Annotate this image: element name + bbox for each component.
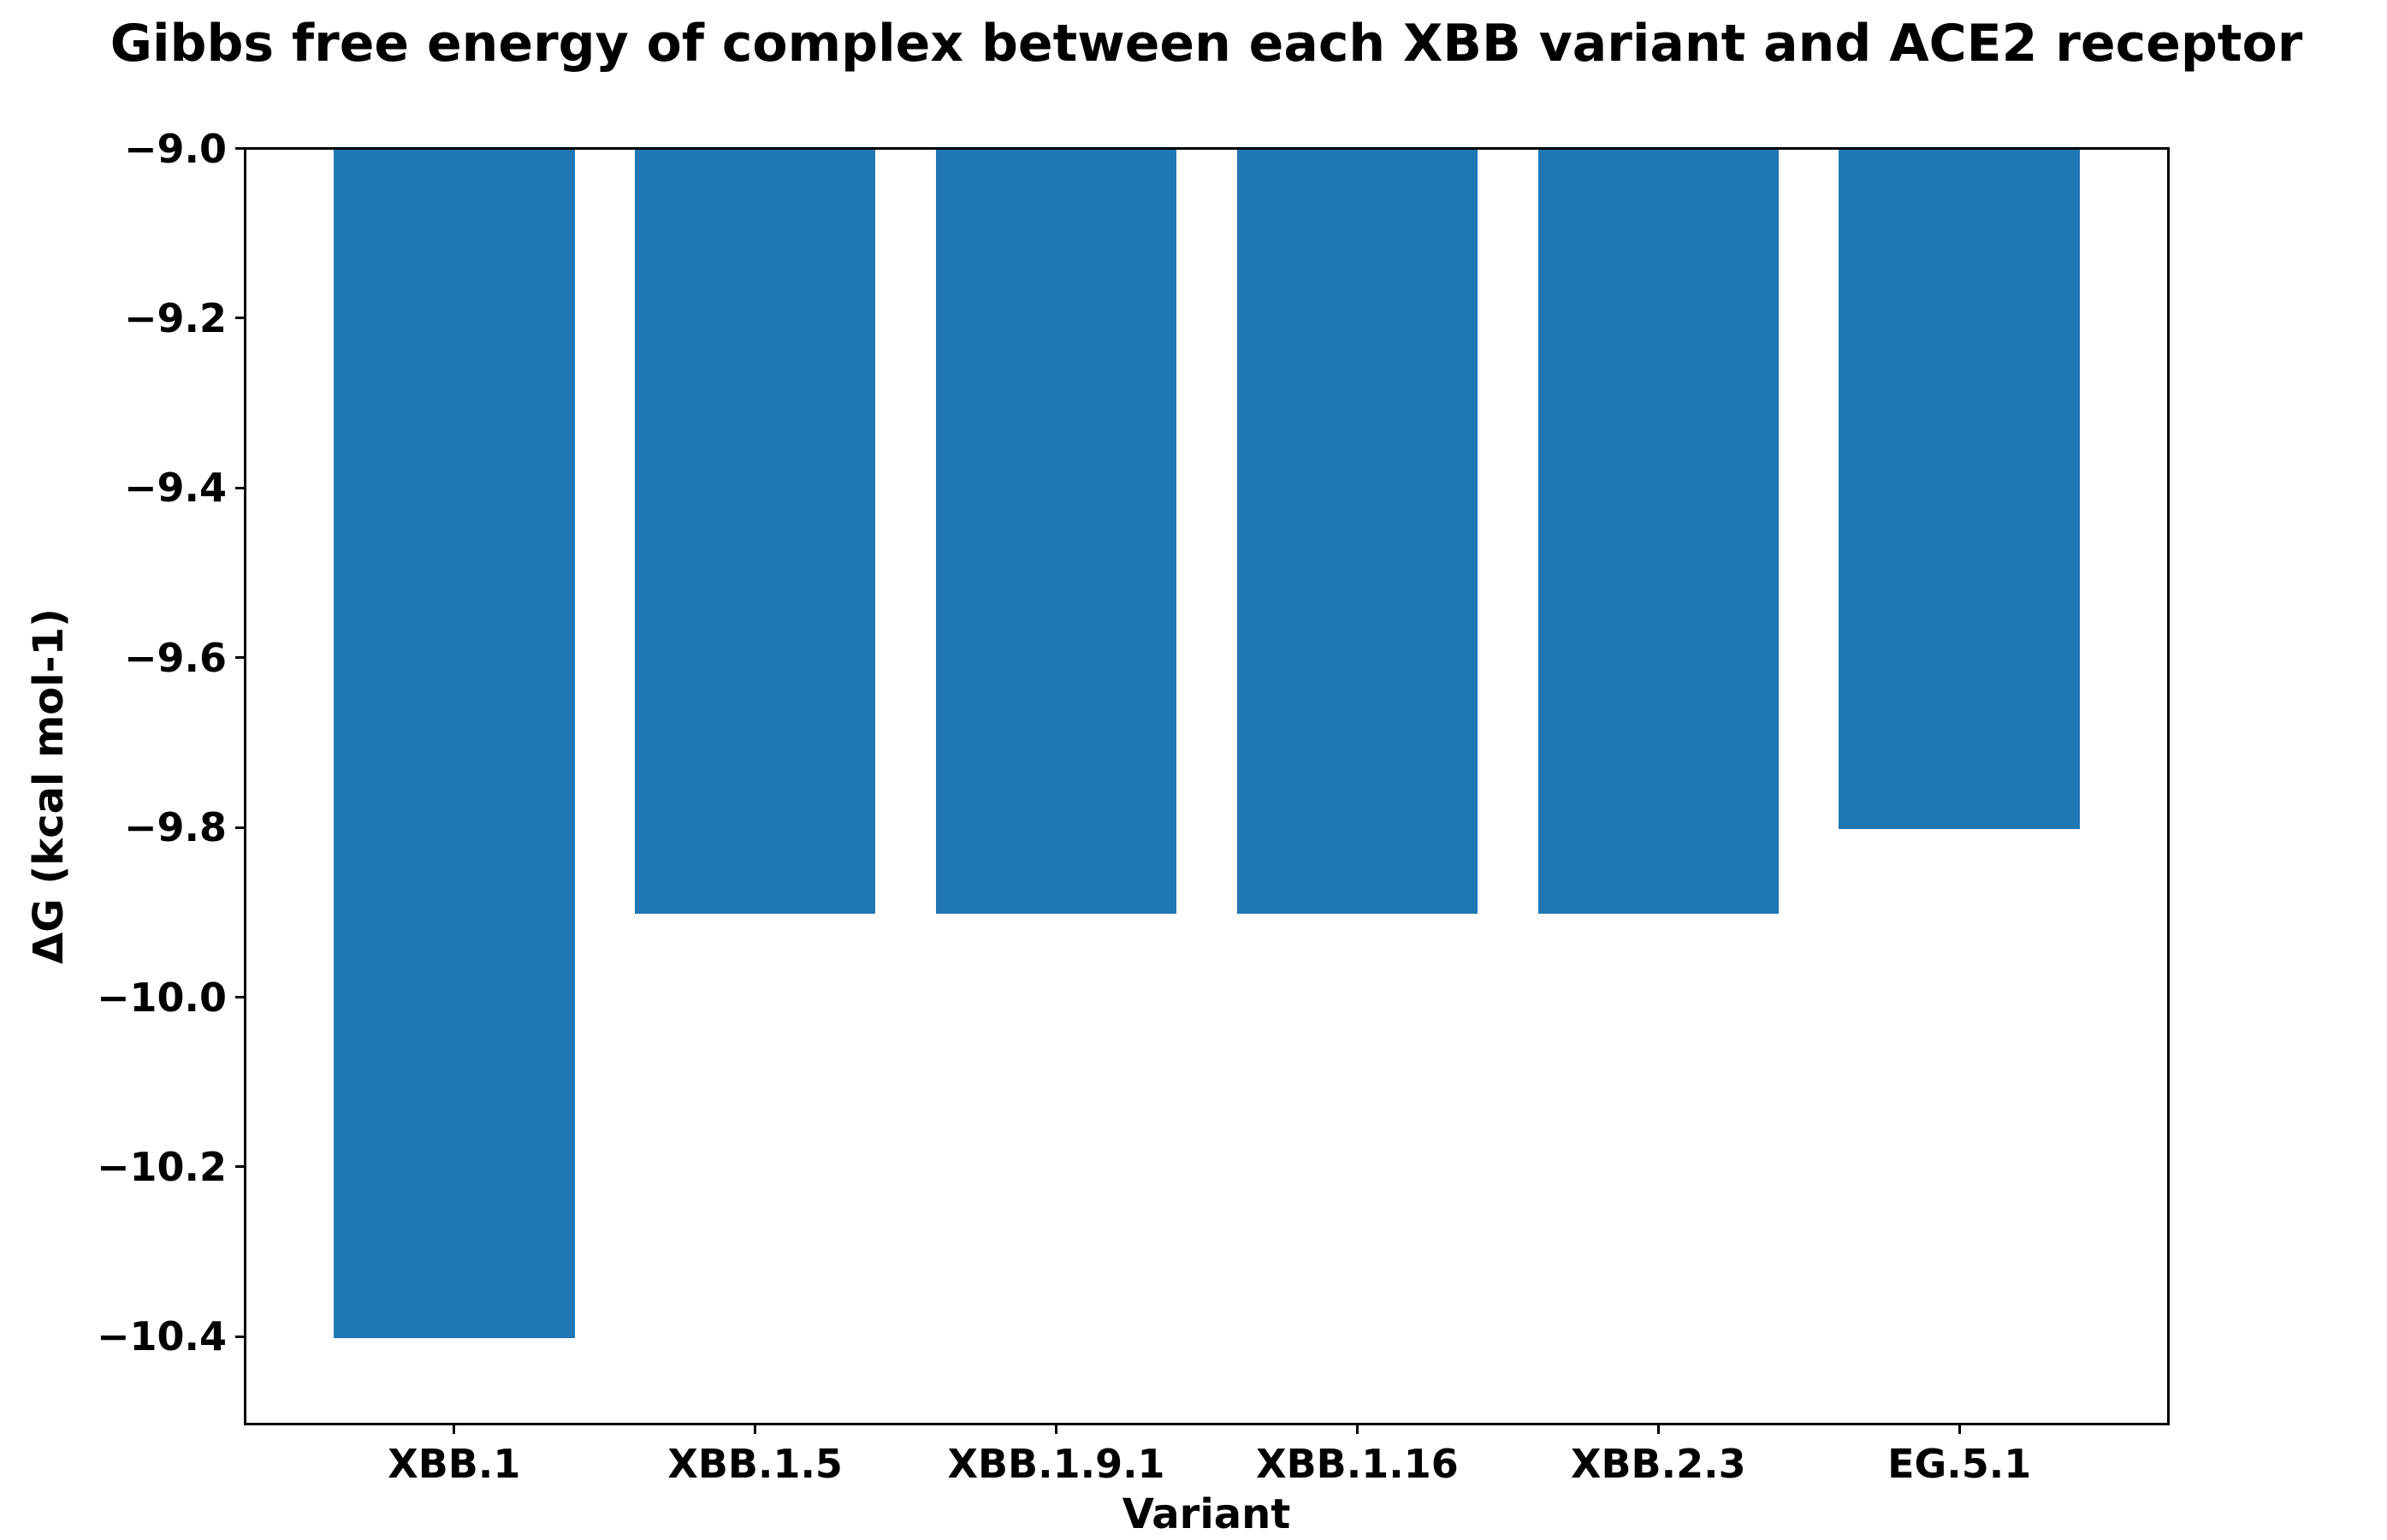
x-tick-mark	[453, 1425, 456, 1434]
bar-EG.5.1	[1839, 150, 2080, 829]
x-tick-mark	[1055, 1425, 1058, 1434]
y-tick-label: −9.2	[123, 294, 227, 341]
y-tick-label: −9.0	[123, 125, 227, 172]
y-tick-label: −10.4	[96, 1313, 227, 1360]
x-axis-label: Variant	[1122, 1490, 1291, 1538]
y-tick-mark	[235, 826, 244, 829]
x-tick-label-XBB.1.16: XBB.1.16	[1256, 1441, 1459, 1487]
y-tick-mark	[235, 1335, 244, 1338]
x-tick-mark	[1355, 1425, 1359, 1434]
x-tick-label-XBB.1.9.1: XBB.1.9.1	[947, 1441, 1165, 1487]
y-tick-mark	[235, 486, 244, 489]
y-tick-mark	[235, 656, 244, 660]
y-tick-label: −9.6	[123, 634, 227, 681]
bar-XBB.1.16	[1236, 150, 1478, 914]
y-tick-mark	[235, 147, 244, 150]
x-tick-label-XBB.2.3: XBB.2.3	[1571, 1441, 1746, 1487]
y-tick-mark	[235, 996, 244, 998]
bar-XBB.2.3	[1537, 150, 1780, 914]
y-tick-label: −9.8	[123, 804, 227, 851]
y-tick-mark	[235, 1165, 244, 1169]
y-tick-label: −10.2	[96, 1143, 227, 1190]
bar-XBB.1.9.1	[935, 150, 1177, 914]
plot-area	[244, 147, 2170, 1425]
y-tick-label: −9.4	[123, 465, 227, 512]
y-axis-label: ΔG (kcal mol-1)	[25, 608, 73, 964]
x-tick-mark	[754, 1425, 757, 1434]
chart-title: Gibbs free energy of complex between eac…	[110, 14, 2303, 74]
bar-XBB.1.5	[634, 150, 876, 914]
x-tick-label-XBB.1: XBB.1	[388, 1441, 521, 1487]
x-tick-label-XBB.1.5: XBB.1.5	[667, 1441, 843, 1487]
x-tick-mark	[1656, 1425, 1660, 1434]
y-tick-label: −10.0	[96, 974, 227, 1021]
bar-XBB.1	[334, 150, 575, 1338]
y-tick-mark	[235, 317, 244, 320]
x-tick-mark	[1958, 1425, 1961, 1434]
x-tick-label-EG.5.1: EG.5.1	[1887, 1441, 2032, 1487]
